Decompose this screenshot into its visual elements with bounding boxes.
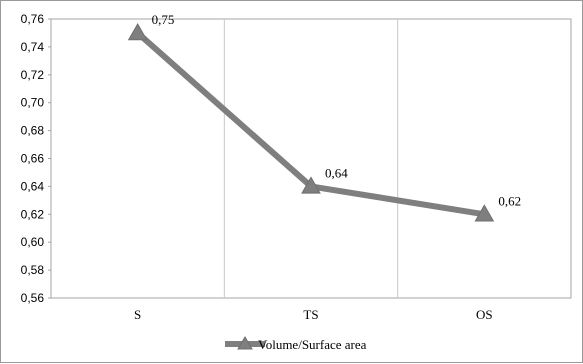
data-label: 0,64 [325, 165, 348, 180]
y-tick-label: 0,72 [21, 68, 45, 82]
y-tick-label: 0,68 [21, 124, 45, 138]
legend: Volume/Surface area [225, 336, 367, 352]
plot-area-border [50, 18, 572, 299]
data-point-marker [127, 22, 148, 41]
x-tick-label: OS [476, 307, 493, 322]
y-tick-label: 0,62 [21, 207, 45, 221]
legend-marker-swatch [237, 336, 253, 350]
y-tick-label: 0,74 [21, 40, 45, 54]
y-tick-label: 0,60 [21, 235, 45, 249]
y-tick-label: 0,66 [21, 152, 45, 166]
y-tick-label: 0,76 [21, 12, 45, 26]
data-label: 0,62 [498, 193, 521, 208]
axis-layer: 0,76 0,74 0,72 0,70 0,68 0,66 0,64 0,62 0,60 0,58… [21, 12, 493, 322]
label-layer: 0,75 0,64 0,62 [152, 12, 521, 208]
series-layer [127, 22, 495, 222]
grid-layer [50, 18, 572, 299]
x-tick-label: TS [303, 307, 318, 322]
legend-label: Volume/Surface area [258, 337, 367, 352]
y-tick-label: 0,56 [21, 291, 45, 305]
y-tick-label: 0,70 [21, 96, 45, 110]
data-label: 0,75 [152, 12, 175, 27]
y-tick-label: 0,58 [21, 263, 45, 277]
data-point-marker [474, 204, 495, 222]
data-point-marker [301, 176, 321, 194]
y-tick-label: 0,64 [21, 179, 45, 193]
x-tick-label: S [134, 307, 141, 322]
